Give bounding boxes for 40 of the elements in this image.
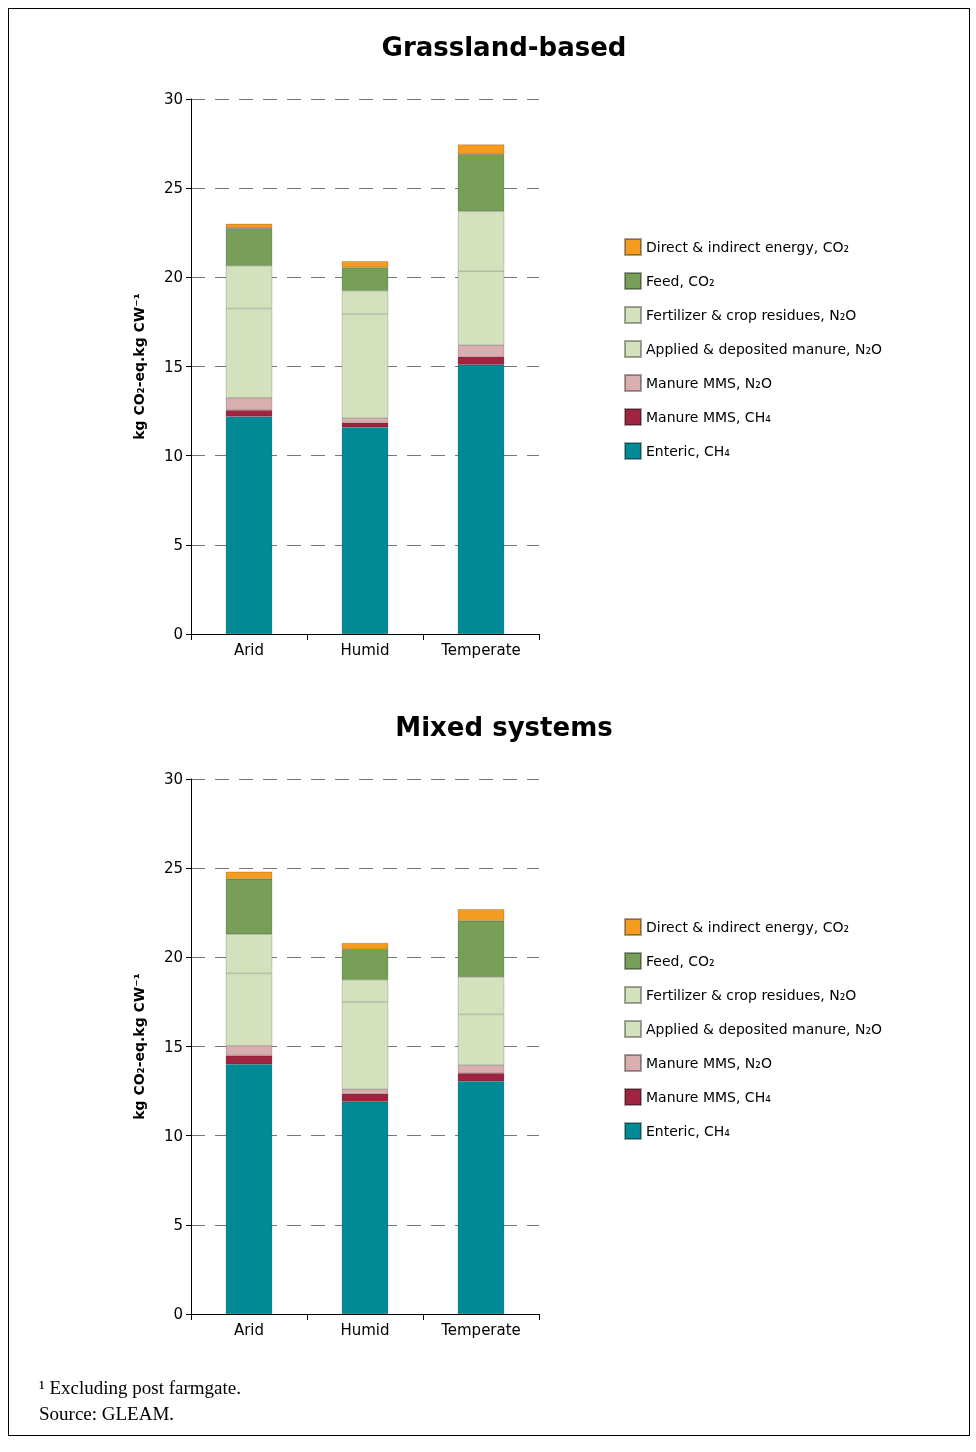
y-tick-label: 15 (163, 1037, 183, 1056)
x-tick-label: Temperate (440, 640, 521, 659)
legend-label: Direct & indirect energy, CO₂ (646, 239, 850, 255)
x-tick-label: Humid (340, 1320, 390, 1339)
legend-label: Fertilizer & crop residues, N₂O (646, 307, 857, 323)
chart-title: Grassland-based (381, 32, 627, 62)
y-tick-label: 0 (173, 625, 183, 643)
y-tick-label: 25 (163, 859, 183, 878)
legend-label: Feed, CO₂ (646, 953, 715, 969)
legend-label: Enteric, CH₄ (646, 443, 731, 459)
x-tick-label: Arid (233, 640, 265, 659)
x-tick-label: Temperate (440, 1320, 521, 1339)
legend-label: Direct & indirect energy, CO₂ (646, 919, 850, 935)
text: ¹ Excluding post farmgate. (39, 1377, 242, 1399)
legend-label: Enteric, CH₄ (646, 1123, 731, 1139)
y-tick-label: 20 (163, 268, 183, 287)
y-tick-label: 10 (163, 1126, 183, 1145)
y-tick-label: 25 (163, 179, 183, 198)
legend-label: Applied & deposited manure, N₂O (646, 1021, 883, 1037)
chart-title: Mixed systems (395, 712, 613, 742)
legend-label: Feed, CO₂ (646, 273, 715, 289)
legend-label: Manure MMS, N₂O (646, 1055, 772, 1071)
legend-label: Manure MMS, N₂O (646, 375, 772, 391)
x-tick-label: Arid (233, 1320, 265, 1339)
y-axis-title: kg CO₂-eq.kg CW⁻¹ (131, 973, 147, 1120)
legend-label: Manure MMS, CH₄ (646, 1089, 772, 1105)
legend-label: Applied & deposited manure, N₂O (646, 341, 883, 357)
legend-label: Manure MMS, CH₄ (646, 409, 772, 425)
source-note: Source: GLEAM. (39, 1403, 176, 1425)
y-tick-label: 20 (163, 948, 183, 967)
y-axis-title: kg CO₂-eq.kg CW⁻¹ (131, 293, 147, 440)
y-tick-label: 30 (163, 770, 183, 788)
legend-label: Fertilizer & crop residues, N₂O (646, 987, 857, 1003)
y-tick-label: 30 (163, 90, 183, 108)
y-tick-label: 15 (163, 357, 183, 376)
y-tick-label: 5 (173, 535, 183, 554)
y-tick-label: 0 (173, 1305, 183, 1323)
x-tick-label: Humid (340, 640, 390, 659)
y-tick-label: 5 (173, 1215, 183, 1234)
y-tick-label: 10 (163, 446, 183, 465)
